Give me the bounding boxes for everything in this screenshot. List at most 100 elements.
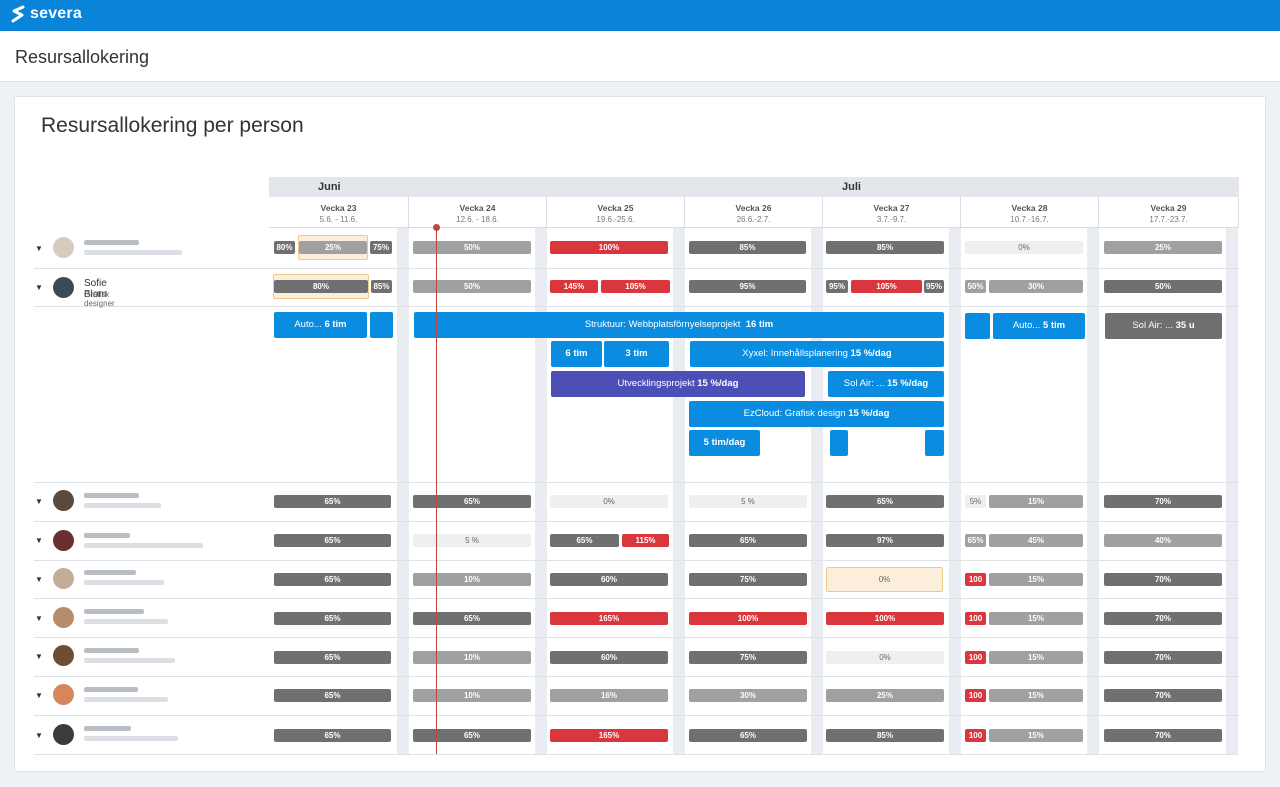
- task-bar[interactable]: Auto... 6 tim: [274, 312, 367, 338]
- allocation-bar[interactable]: 10%: [413, 573, 531, 586]
- expand-caret-icon[interactable]: ▼: [35, 614, 43, 623]
- task-bar[interactable]: 6 tim: [551, 341, 602, 367]
- allocation-bar[interactable]: 65%: [965, 534, 986, 547]
- expand-caret-icon[interactable]: ▼: [35, 497, 43, 506]
- allocation-bar[interactable]: 80%: [274, 241, 295, 254]
- allocation-bar[interactable]: 100%: [550, 241, 668, 254]
- allocation-bar[interactable]: 65%: [826, 495, 944, 508]
- allocation-bar[interactable]: 65%: [274, 573, 391, 586]
- task-bar[interactable]: [370, 312, 393, 338]
- allocation-bar[interactable]: 0%: [826, 651, 944, 664]
- expand-caret-icon[interactable]: ▼: [35, 283, 43, 292]
- expand-caret-icon[interactable]: ▼: [35, 652, 43, 661]
- allocation-bar[interactable]: 165%: [550, 729, 668, 742]
- allocation-bar[interactable]: 100: [965, 651, 986, 664]
- allocation-bar[interactable]: 30%: [689, 689, 807, 702]
- allocation-bar[interactable]: 50%: [1104, 280, 1222, 293]
- allocation-bar[interactable]: 75%: [689, 651, 807, 664]
- allocation-bar[interactable]: 60%: [550, 651, 668, 664]
- allocation-bar[interactable]: 50%: [965, 280, 986, 293]
- expand-caret-icon[interactable]: ▼: [35, 575, 43, 584]
- allocation-bar[interactable]: 0%: [550, 495, 668, 508]
- allocation-bar[interactable]: 60%: [550, 573, 668, 586]
- allocation-bar[interactable]: 50%: [413, 280, 531, 293]
- allocation-bar[interactable]: 5 %: [413, 534, 531, 547]
- allocation-bar[interactable]: 15%: [989, 495, 1083, 508]
- allocation-bar[interactable]: 70%: [1104, 612, 1222, 625]
- allocation-bar[interactable]: 105%: [601, 280, 670, 293]
- allocation-bar[interactable]: 97%: [826, 534, 944, 547]
- allocation-bar[interactable]: 115%: [622, 534, 669, 547]
- allocation-bar[interactable]: 10%: [413, 651, 531, 664]
- allocation-bar[interactable]: 65%: [413, 495, 531, 508]
- allocation-bar[interactable]: 145%: [550, 280, 598, 293]
- allocation-bar[interactable]: 100: [965, 573, 986, 586]
- task-bar[interactable]: Utvecklingsprojekt 15 %/dag: [551, 371, 805, 397]
- allocation-bar[interactable]: 105%: [851, 280, 922, 293]
- allocation-bar[interactable]: 100%: [689, 612, 807, 625]
- allocation-bar[interactable]: 65%: [274, 729, 391, 742]
- allocation-bar[interactable]: 16%: [550, 689, 668, 702]
- allocation-bar[interactable]: 100: [965, 729, 986, 742]
- allocation-bar[interactable]: 65%: [274, 534, 391, 547]
- allocation-bar[interactable]: 10%: [413, 689, 531, 702]
- allocation-bar[interactable]: 70%: [1104, 689, 1222, 702]
- task-bar[interactable]: 5 tim/dag: [689, 430, 760, 456]
- allocation-bar[interactable]: 85%: [689, 241, 806, 254]
- task-bar[interactable]: EzCloud: Grafisk design 15 %/dag: [689, 401, 944, 427]
- allocation-bar[interactable]: 0%: [878, 575, 891, 584]
- allocation-bar[interactable]: 70%: [1104, 651, 1222, 664]
- expand-caret-icon[interactable]: ▼: [35, 244, 43, 253]
- task-bar[interactable]: [925, 430, 944, 456]
- allocation-bar[interactable]: 65%: [689, 729, 807, 742]
- task-bar[interactable]: [830, 430, 848, 456]
- allocation-bar[interactable]: 85%: [371, 280, 392, 293]
- allocation-bar[interactable]: 50%: [413, 241, 531, 254]
- expand-caret-icon[interactable]: ▼: [35, 536, 43, 545]
- expand-caret-icon[interactable]: ▼: [35, 691, 43, 700]
- allocation-bar[interactable]: 30%: [989, 280, 1083, 293]
- allocation-bar[interactable]: 0%: [965, 241, 1083, 254]
- allocation-bar[interactable]: 80%: [274, 280, 368, 293]
- allocation-bar[interactable]: 65%: [274, 612, 391, 625]
- allocation-bar[interactable]: 15%: [989, 573, 1083, 586]
- allocation-bar[interactable]: 100%: [826, 612, 944, 625]
- task-bar[interactable]: Auto... 5 tim: [993, 313, 1085, 339]
- task-bar[interactable]: Sol Air: ... 15 %/dag: [828, 371, 944, 397]
- allocation-bar[interactable]: 65%: [689, 534, 807, 547]
- allocation-bar[interactable]: 85%: [826, 729, 944, 742]
- severa-logo[interactable]: severa: [11, 5, 82, 23]
- allocation-bar[interactable]: 5 %: [689, 495, 807, 508]
- task-bar[interactable]: Xyxel: Innehållsplanering 15 %/dag: [690, 341, 944, 367]
- allocation-bar[interactable]: 165%: [550, 612, 668, 625]
- allocation-bar[interactable]: 15%: [989, 612, 1083, 625]
- allocation-bar[interactable]: 5%: [965, 495, 986, 508]
- allocation-bar[interactable]: 25%: [826, 689, 944, 702]
- allocation-bar[interactable]: 100: [965, 612, 986, 625]
- allocation-bar[interactable]: 70%: [1104, 573, 1222, 586]
- allocation-bar[interactable]: 25%: [299, 241, 367, 254]
- allocation-bar[interactable]: 65%: [274, 651, 391, 664]
- allocation-bar[interactable]: 70%: [1104, 729, 1222, 742]
- task-bar[interactable]: Struktuur: Webbplatsförnyelseprojekt 16 …: [414, 312, 944, 338]
- expand-caret-icon[interactable]: ▼: [35, 731, 43, 740]
- allocation-bar[interactable]: 45%: [989, 534, 1083, 547]
- allocation-bar[interactable]: 85%: [826, 241, 944, 254]
- allocation-bar[interactable]: 65%: [274, 689, 391, 702]
- allocation-bar[interactable]: 65%: [550, 534, 619, 547]
- task-bar[interactable]: Sol Air: ... 35 u: [1105, 313, 1222, 339]
- allocation-bar[interactable]: 95%: [826, 280, 848, 293]
- allocation-bar[interactable]: 100: [965, 689, 986, 702]
- allocation-bar[interactable]: 40%: [1104, 534, 1222, 547]
- allocation-bar[interactable]: 25%: [1104, 241, 1222, 254]
- allocation-bar[interactable]: 95%: [924, 280, 944, 293]
- allocation-bar[interactable]: 70%: [1104, 495, 1222, 508]
- allocation-bar[interactable]: 15%: [989, 729, 1083, 742]
- allocation-bar[interactable]: 65%: [413, 612, 531, 625]
- allocation-bar[interactable]: 75%: [689, 573, 807, 586]
- allocation-bar[interactable]: 15%: [989, 689, 1083, 702]
- allocation-bar[interactable]: 75%: [370, 241, 392, 254]
- allocation-bar[interactable]: 95%: [689, 280, 806, 293]
- allocation-bar[interactable]: 65%: [274, 495, 391, 508]
- task-bar[interactable]: 3 tim: [604, 341, 669, 367]
